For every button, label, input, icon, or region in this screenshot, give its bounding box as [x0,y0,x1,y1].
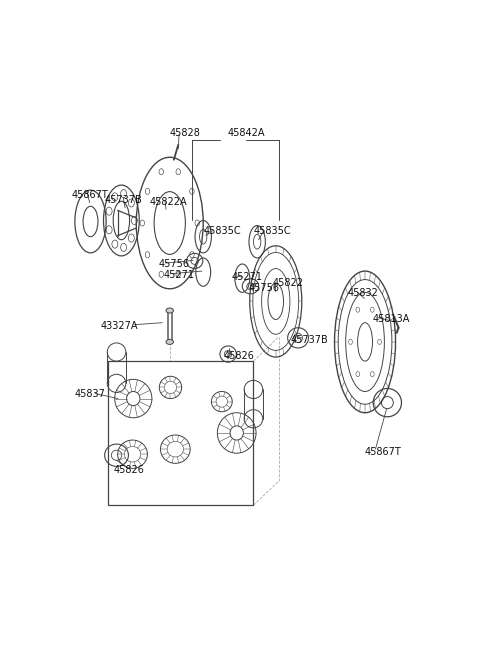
Text: 45837: 45837 [75,388,106,399]
Text: 45828: 45828 [170,129,201,139]
Text: 45271: 45271 [163,270,194,280]
Text: 45835C: 45835C [203,225,241,236]
Text: 45756: 45756 [249,283,280,293]
Text: 45271: 45271 [232,272,263,282]
Text: 45842A: 45842A [227,128,265,138]
Text: 45867T: 45867T [71,190,108,200]
Text: 43327A: 43327A [101,321,138,330]
Text: 45832: 45832 [348,288,378,298]
Text: 45867T: 45867T [365,447,402,457]
Text: 45822A: 45822A [150,196,188,207]
Text: 45826: 45826 [114,465,145,476]
Ellipse shape [166,308,173,313]
Text: 45737B: 45737B [105,195,143,205]
Text: 45737B: 45737B [290,335,328,345]
Text: 45835C: 45835C [253,225,291,236]
Bar [108,361,253,505]
Text: 45813A: 45813A [372,313,410,324]
Text: 45826: 45826 [224,351,254,361]
Ellipse shape [166,340,173,344]
Text: 45822: 45822 [273,278,304,288]
Text: 45756: 45756 [158,259,190,269]
